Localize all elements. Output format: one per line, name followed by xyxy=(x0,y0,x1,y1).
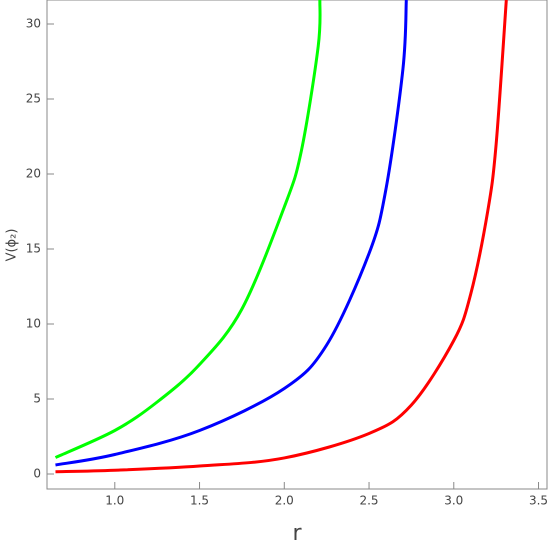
x-tick-label: 1.5 xyxy=(190,494,209,508)
y-tick-label: 20 xyxy=(26,167,41,181)
line xyxy=(54,0,322,459)
x-tick-label: 1.0 xyxy=(105,494,124,508)
x-tick-label: 2.0 xyxy=(275,494,294,508)
x-tick-label: 3.5 xyxy=(529,494,548,508)
y-tick-label: 5 xyxy=(33,392,41,406)
y-tick-label: 25 xyxy=(26,92,41,106)
line xyxy=(55,0,508,474)
y-axis-label: V(ϕ₂) xyxy=(5,229,20,262)
x-tick-label: 2.5 xyxy=(359,494,378,508)
x-axis-label: r xyxy=(292,521,302,546)
y-tick-label: 30 xyxy=(26,17,41,31)
y-tick-label: 15 xyxy=(26,242,41,256)
y-tick-label: 0 xyxy=(33,467,41,481)
frame xyxy=(46,0,548,490)
y-tick-label: 10 xyxy=(26,317,41,331)
line xyxy=(55,0,408,467)
x-tick-label: 3.0 xyxy=(444,494,463,508)
